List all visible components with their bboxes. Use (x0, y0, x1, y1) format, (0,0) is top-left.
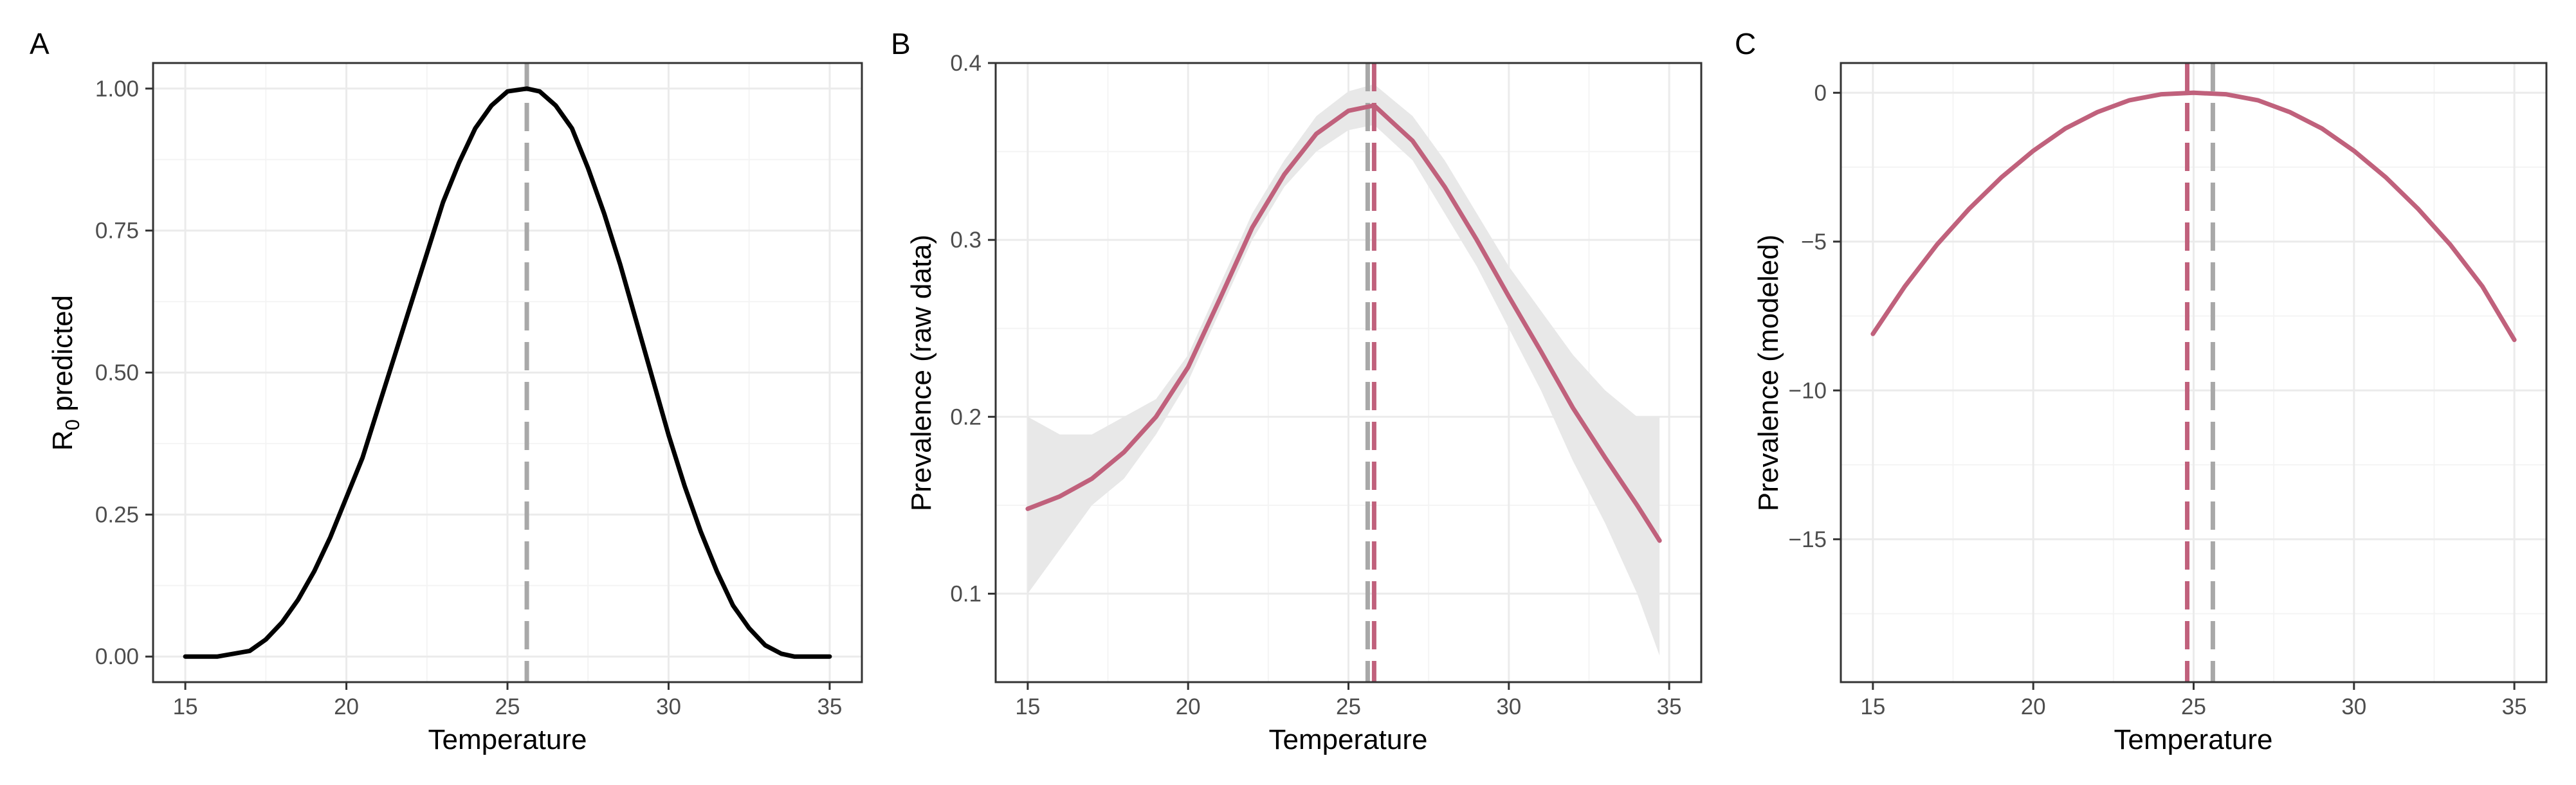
panel-c: C 15 20 25 30 35 −15 −10 −5 0 Temperature Preval… (1735, 27, 2548, 755)
series-line-b-0 (1025, 103, 1662, 543)
x-tick-label-a: 30 (656, 694, 681, 719)
x-tick-label-c: 30 (2341, 694, 2366, 719)
plot-area-c: 15 20 25 30 35 −15 −10 −5 0 (1789, 62, 2548, 719)
x-tick-label-c: 25 (2181, 694, 2206, 719)
panel-label-b: B (891, 27, 911, 60)
x-tick-label-b: 35 (1657, 694, 1682, 719)
y-tick-label-a: 0.25 (95, 502, 139, 527)
y-tick-label-a: 0.00 (95, 644, 139, 669)
y-tick-label-a: 0.50 (95, 361, 139, 386)
x-tick-label-c: 20 (2021, 694, 2046, 719)
y-tick-label-c: −10 (1789, 378, 1827, 403)
series-line-c-0 (1870, 90, 2517, 343)
x-tick-label-b: 15 (1015, 694, 1040, 719)
panel-b: B 15 20 25 30 35 0.1 0.2 0.3 0.4 Temperature Pre… (891, 27, 1703, 755)
x-tick-label-a: 20 (334, 694, 359, 719)
plot-area-a: 15 20 25 30 35 0.00 0.25 0.50 0.75 1.00 (95, 62, 863, 719)
plot-area-b: 15 20 25 30 35 0.1 0.2 0.3 0.4 (950, 51, 1703, 719)
y-tick-label-c: −5 (1801, 230, 1827, 255)
x-tick-label-a: 15 (173, 694, 198, 719)
panel-label-c: C (1735, 27, 1756, 60)
y-tick-label-c: 0 (1814, 80, 1827, 105)
y-tick-label-b: 0.2 (950, 404, 982, 429)
x-tick-label-c: 35 (2502, 694, 2527, 719)
y-tick-label-b: 0.4 (950, 51, 982, 76)
x-axis-label-c: Temperature (2114, 724, 2272, 755)
x-tick-label-b: 30 (1496, 694, 1521, 719)
y-tick-label-a: 0.75 (95, 219, 139, 244)
panel-a: A 15 20 25 30 35 0.00 0.25 0.50 0.75 1.00 Tempera… (30, 27, 863, 755)
y-axis-label-c: Prevalence (modeled) (1753, 235, 1784, 511)
y-tick-label-c: −15 (1789, 527, 1827, 552)
x-tick-label-a: 35 (817, 694, 842, 719)
confidence-ribbon-b (1027, 84, 1660, 656)
x-tick-label-b: 20 (1176, 694, 1201, 719)
x-tick-label-a: 25 (495, 694, 520, 719)
x-axis-label-a: Temperature (428, 724, 587, 755)
panel-label-a: A (30, 27, 50, 60)
x-axis-label-b: Temperature (1268, 724, 1427, 755)
y-axis-label-a: R0 predicted (47, 295, 84, 451)
y-axis-label-b: Prevalence (raw data) (906, 235, 937, 511)
y-tick-label-a: 1.00 (95, 77, 139, 102)
x-tick-label-b: 25 (1336, 694, 1361, 719)
y-tick-label-b: 0.3 (950, 228, 982, 253)
x-tick-label-c: 15 (1860, 694, 1885, 719)
y-tick-label-b: 0.1 (950, 581, 982, 606)
series-line-a-0 (183, 86, 832, 659)
